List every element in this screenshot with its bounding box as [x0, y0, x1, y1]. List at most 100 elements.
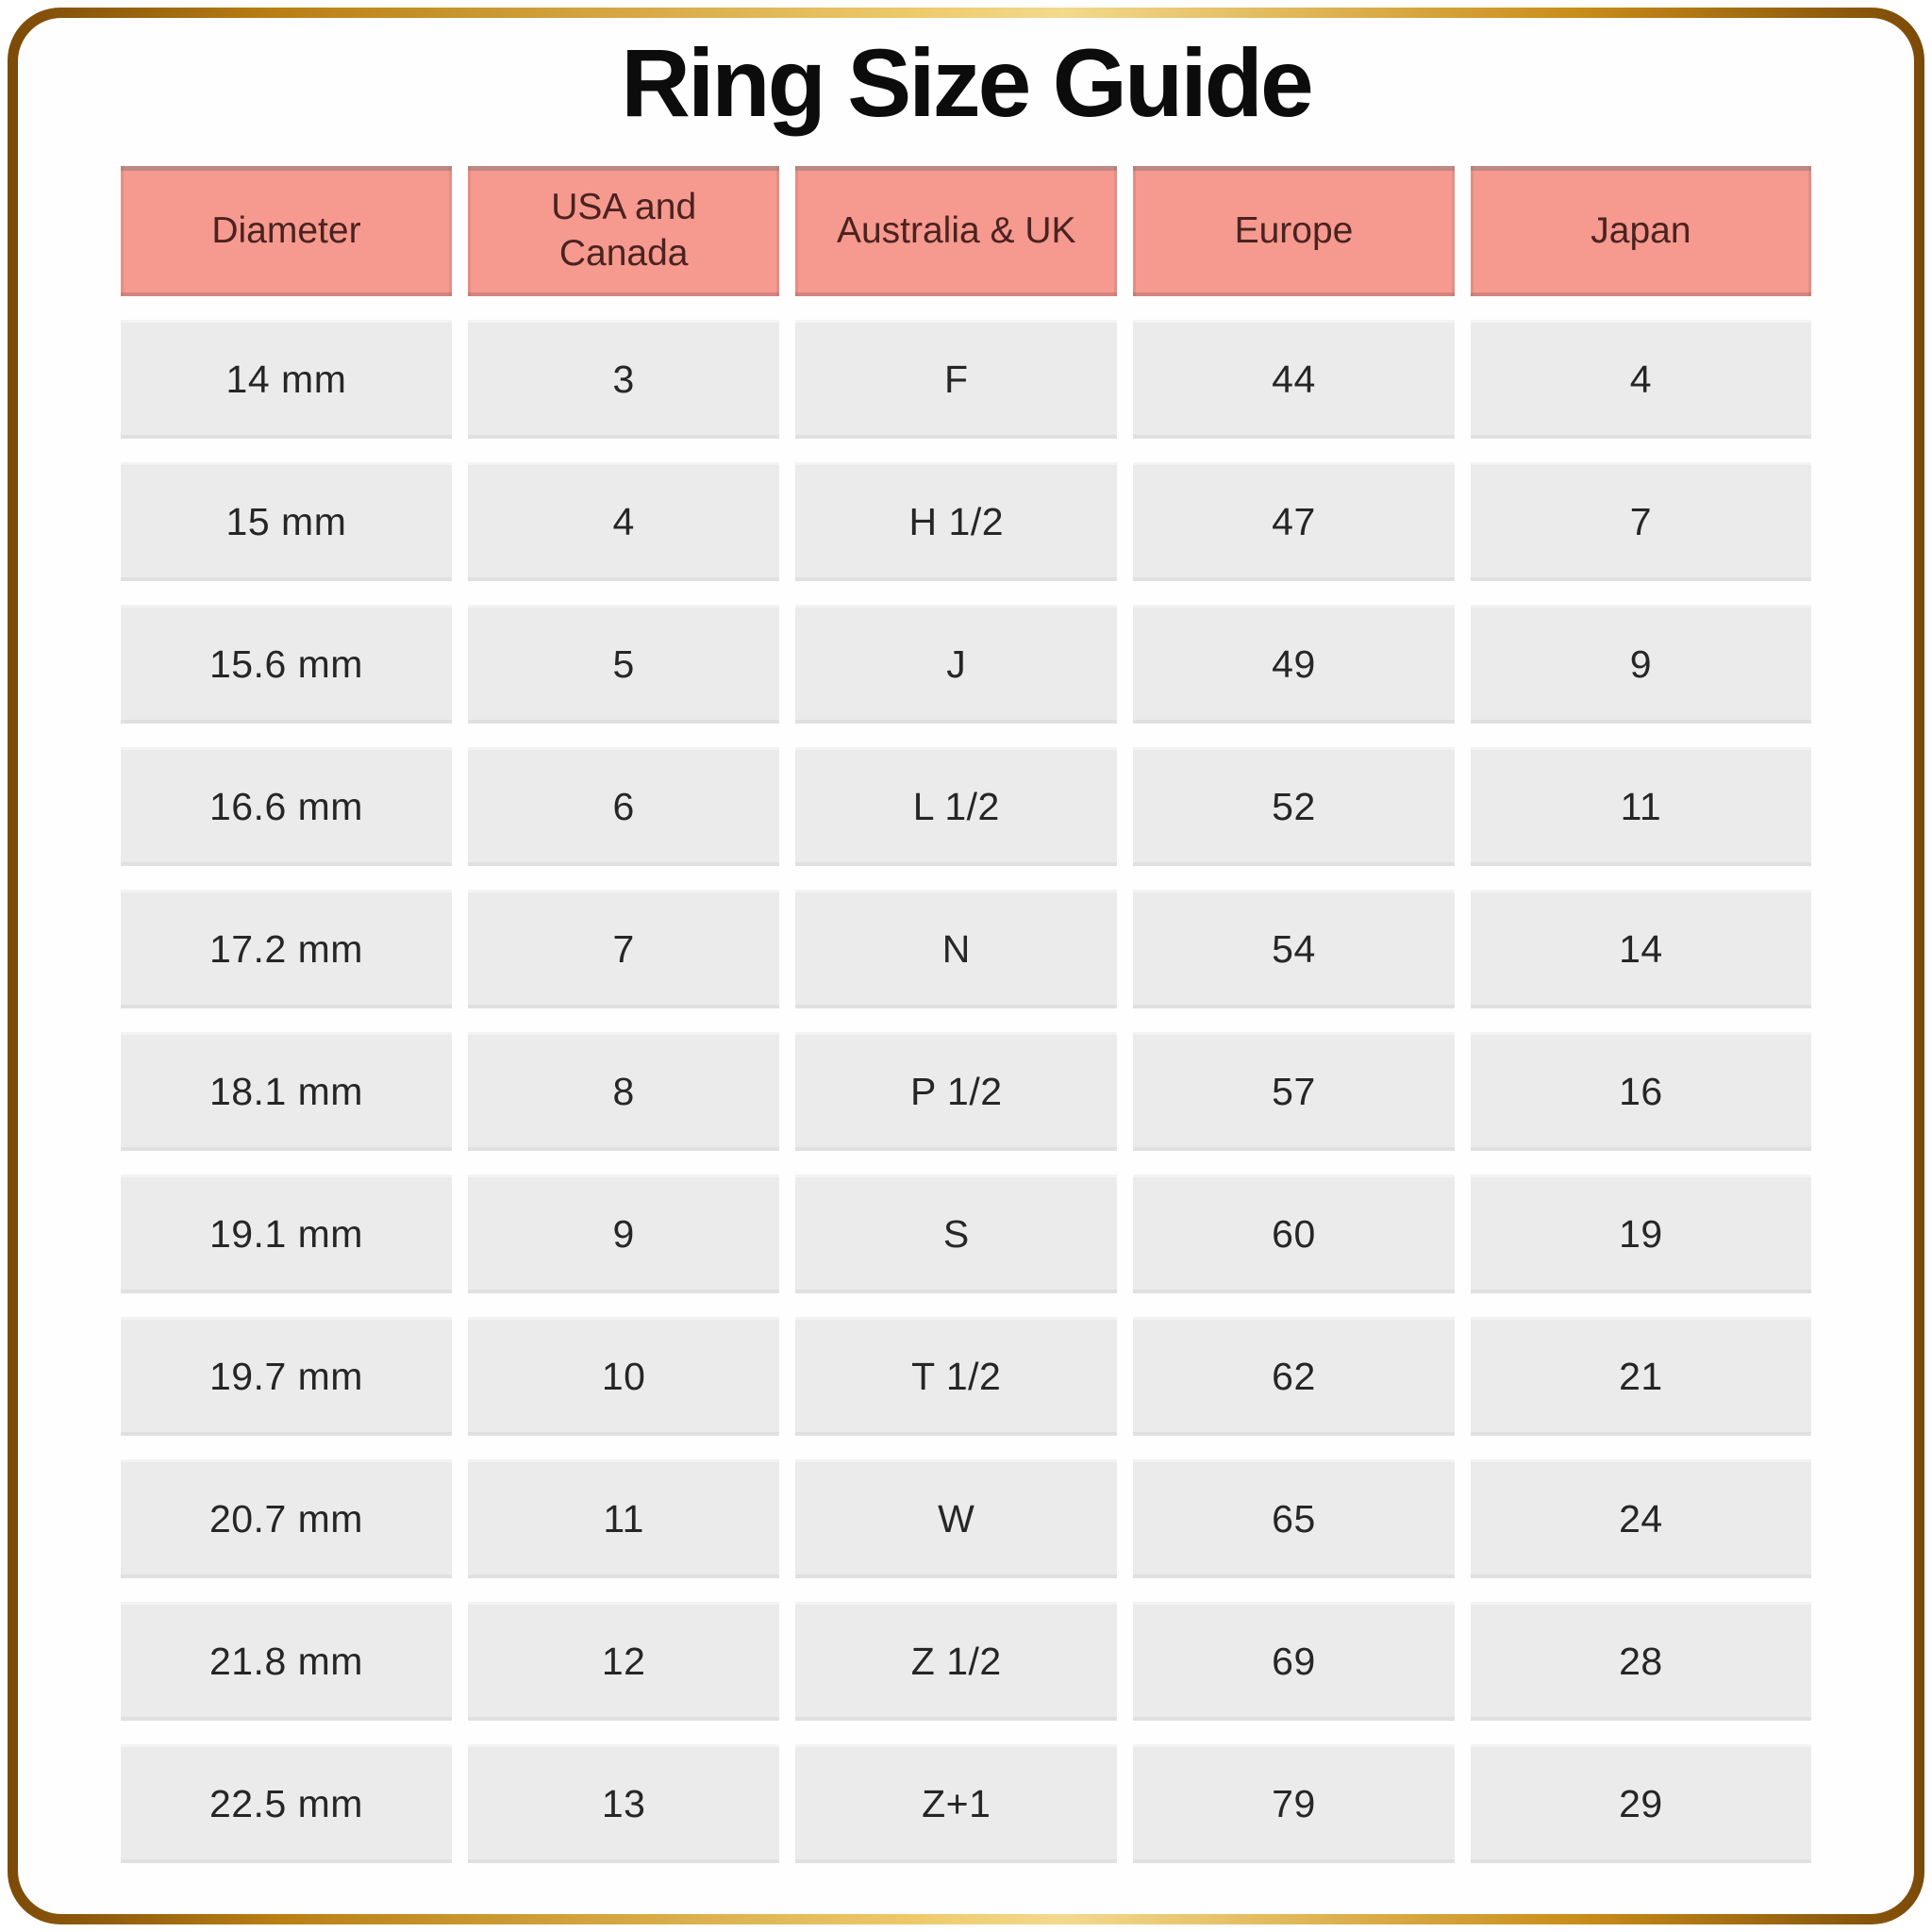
table-cell-value: 7 — [612, 926, 635, 971]
table-cell-value: 60 — [1272, 1211, 1316, 1256]
column-header-japan: Japan — [1470, 166, 1811, 297]
table-cell-europe: 60 — [1133, 1174, 1455, 1294]
table-cell-value: 15.6 mm — [208, 641, 363, 686]
column-header-label: Japan — [1591, 209, 1691, 251]
table-cell-value: F — [944, 357, 969, 401]
table-cell-australia-uk: L 1/2 — [795, 747, 1118, 867]
table-cell-value: 4 — [612, 499, 635, 543]
table-cell-europe: 52 — [1133, 747, 1455, 867]
table-cell-value: N — [941, 926, 971, 971]
table-cell-diameter: 21.8 mm — [121, 1602, 452, 1722]
table-cell-japan: 24 — [1470, 1459, 1811, 1579]
column-header-australia-uk: Australia & UK — [795, 166, 1118, 297]
table-cell-europe: 62 — [1133, 1317, 1455, 1437]
table-cell-value: 54 — [1272, 926, 1316, 971]
table-cell-value: 52 — [1272, 784, 1316, 828]
table-cell-value: 14 mm — [225, 357, 347, 401]
table-cell-europe: 57 — [1133, 1032, 1455, 1152]
table-cell-usa-canada: 7 — [467, 890, 780, 1009]
table-cell-diameter: 15.6 mm — [121, 605, 452, 724]
table-cell-value: 11 — [1620, 784, 1662, 828]
table-cell-australia-uk: W — [795, 1459, 1118, 1579]
table-cell-australia-uk: T 1/2 — [795, 1317, 1118, 1437]
table-cell-value: 44 — [1272, 357, 1316, 401]
table-cell-value: J — [946, 641, 967, 686]
table-cell-value: 21.8 mm — [208, 1639, 363, 1683]
table-cell-value: 69 — [1272, 1639, 1316, 1683]
table-cell-usa-canada: 8 — [467, 1032, 780, 1152]
table-cell-value: 5 — [612, 641, 635, 686]
column-header-europe: Europe — [1133, 166, 1455, 297]
table-cell-diameter: 19.1 mm — [121, 1174, 452, 1294]
table-cell-australia-uk: F — [795, 320, 1118, 440]
table-cell-australia-uk: J — [795, 605, 1118, 724]
table-cell-usa-canada: 5 — [467, 605, 780, 724]
column-header-label: Australia & UK — [836, 209, 1076, 251]
table-cell-value: 21 — [1619, 1354, 1663, 1398]
table-cell-japan: 14 — [1470, 890, 1811, 1009]
table-cell-europe: 49 — [1133, 605, 1455, 724]
table-cell-usa-canada: 4 — [467, 462, 780, 582]
table-cell-value: 7 — [1629, 499, 1653, 543]
table-cell-value: 18.1 mm — [208, 1069, 363, 1113]
table-cell-diameter: 17.2 mm — [121, 890, 452, 1009]
table-cell-australia-uk: S — [795, 1174, 1118, 1294]
table-cell-value: 47 — [1272, 499, 1316, 543]
table-cell-value: 3 — [612, 357, 635, 401]
table-cell-diameter: 22.5 mm — [121, 1744, 452, 1864]
table-cell-usa-canada: 9 — [467, 1174, 780, 1294]
table-cell-value: Z+1 — [922, 1781, 991, 1825]
table-cell-value: 28 — [1619, 1639, 1663, 1683]
table-cell-value: Z 1/2 — [910, 1639, 1002, 1683]
table-cell-value: 16 — [1619, 1069, 1663, 1113]
column-header-label: Europe — [1234, 209, 1354, 251]
table-cell-japan: 9 — [1470, 605, 1811, 724]
table-cell-diameter: 14 mm — [121, 320, 452, 440]
table-cell-europe: 69 — [1133, 1602, 1455, 1722]
table-cell-europe: 65 — [1133, 1459, 1455, 1579]
table-cell-value: 49 — [1272, 641, 1316, 686]
table-cell-value: S — [942, 1211, 970, 1256]
table-cell-value: 24 — [1619, 1496, 1663, 1541]
table-cell-value: T 1/2 — [911, 1354, 1002, 1398]
table-cell-value: 19.7 mm — [208, 1354, 363, 1398]
table-cell-value: 13 — [601, 1781, 646, 1825]
column-header-label: Diameter — [211, 209, 361, 251]
table-cell-value: 14 — [1619, 926, 1663, 971]
column-header-usa-canada: USA and Canada — [467, 166, 780, 297]
table-cell-australia-uk: N — [795, 890, 1118, 1009]
table-cell-diameter: 20.7 mm — [121, 1459, 452, 1579]
table-cell-australia-uk: Z+1 — [795, 1744, 1118, 1864]
gold-border-frame: Ring Size Guide Diameter USA and Canada … — [8, 8, 1924, 1924]
table-cell-diameter: 18.1 mm — [121, 1032, 452, 1152]
table-cell-value: 57 — [1272, 1069, 1316, 1113]
table-cell-value: 9 — [612, 1211, 635, 1256]
table-cell-value: 20.7 mm — [208, 1496, 363, 1541]
table-cell-value: 4 — [1629, 357, 1653, 401]
table-cell-europe: 47 — [1133, 462, 1455, 582]
table-cell-value: 22.5 mm — [208, 1781, 363, 1825]
table-cell-australia-uk: P 1/2 — [795, 1032, 1118, 1152]
column-header-diameter: Diameter — [121, 166, 452, 297]
table-cell-japan: 4 — [1470, 320, 1811, 440]
table-cell-value: 65 — [1272, 1496, 1316, 1541]
table-cell-japan: 28 — [1470, 1602, 1811, 1722]
column-header-label: USA and Canada — [551, 187, 697, 275]
table-cell-value: 17.2 mm — [208, 926, 363, 971]
table-cell-japan: 11 — [1470, 747, 1811, 867]
table-cell-usa-canada: 12 — [467, 1602, 780, 1722]
table-cell-japan: 7 — [1470, 462, 1811, 582]
table-cell-value: 16.6 mm — [208, 784, 363, 828]
table-cell-value: L 1/2 — [912, 784, 1000, 828]
table-cell-value: 10 — [601, 1354, 646, 1398]
table-cell-value: 19.1 mm — [208, 1211, 363, 1256]
table-cell-europe: 79 — [1133, 1744, 1455, 1864]
table-cell-japan: 29 — [1470, 1744, 1811, 1864]
table-cell-value: 9 — [1629, 641, 1653, 686]
table-cell-japan: 19 — [1470, 1174, 1811, 1294]
table-cell-australia-uk: Z 1/2 — [795, 1602, 1118, 1722]
table-cell-value: 15 mm — [225, 499, 347, 543]
table-cell-value: H 1/2 — [908, 499, 1005, 543]
table-cell-value: W — [938, 1496, 975, 1541]
table-cell-value: 11 — [603, 1496, 644, 1541]
